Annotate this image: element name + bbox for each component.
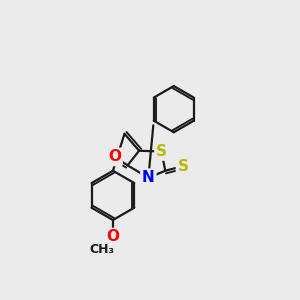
Text: N: N (142, 170, 155, 185)
Text: O: O (108, 149, 121, 164)
Text: CH₃: CH₃ (90, 243, 115, 256)
Text: S: S (178, 159, 188, 174)
Text: O: O (106, 230, 119, 244)
Text: S: S (156, 144, 167, 159)
